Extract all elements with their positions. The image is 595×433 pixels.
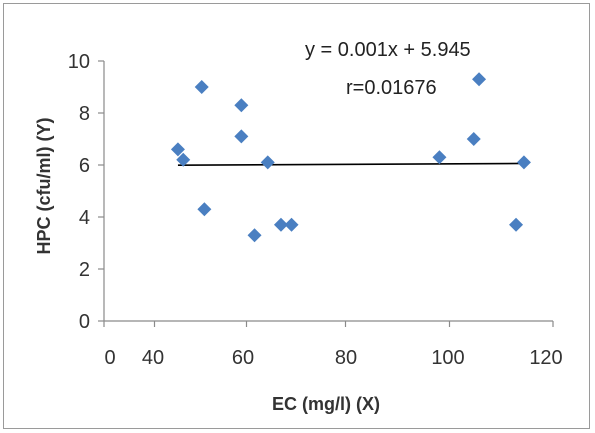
data-point (176, 152, 191, 167)
x-axis-title: EC (mg/l) (X) (272, 394, 380, 414)
chart-frame (3, 3, 590, 429)
y-tick-label: 0 (79, 311, 90, 333)
y-axis-title: HPC (cfu/ml) (Y) (34, 117, 54, 254)
y-tick-label: 6 (79, 155, 90, 177)
x-axis: 0 40 60 80 100 120 (103, 320, 563, 369)
x-tick-label: 100 (431, 347, 464, 369)
data-point (509, 217, 524, 232)
x-tick-label: 60 (232, 347, 254, 369)
trendline (177, 162, 524, 166)
data-point (234, 129, 249, 144)
y-tick-label: 8 (79, 103, 90, 125)
data-point (432, 150, 447, 165)
x-tick-label: 40 (142, 347, 164, 369)
data-point (197, 202, 212, 217)
data-point (194, 80, 209, 94)
data-points (170, 72, 531, 243)
y-axis: 0 2 4 6 8 10 (68, 51, 105, 333)
data-point (234, 98, 249, 113)
data-point (516, 155, 531, 170)
data-point (472, 72, 487, 87)
y-tick-label: 2 (79, 259, 90, 281)
y-tick-label: 10 (68, 51, 90, 73)
r-value-label: r=0.01676 (346, 77, 437, 99)
x-tick-label: 0 (104, 347, 115, 369)
data-point (273, 217, 288, 232)
y-tick-label: 4 (79, 207, 90, 229)
x-tick-label: 80 (335, 347, 357, 369)
data-point (466, 132, 481, 146)
data-point (284, 217, 299, 232)
data-point (260, 155, 275, 170)
data-point (170, 142, 185, 157)
data-point (247, 228, 262, 243)
equation-label: y = 0.001x + 5.945 (305, 39, 471, 61)
x-tick-label: 120 (529, 347, 562, 369)
